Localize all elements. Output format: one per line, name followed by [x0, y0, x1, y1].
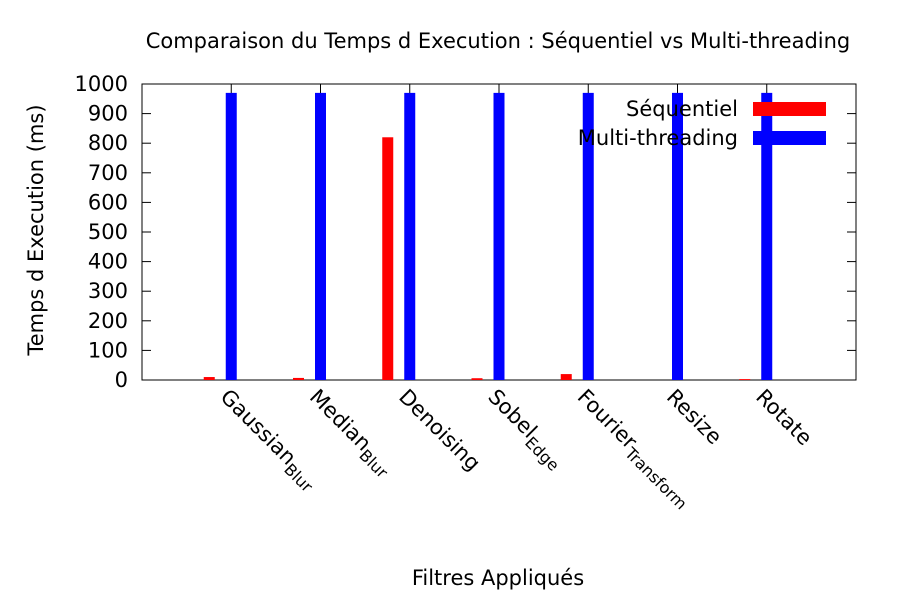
bar-multithreading-gaussianblur — [225, 92, 237, 380]
y-tick-label: 900 — [88, 102, 128, 126]
bar-multithreading-fouriertransform — [582, 92, 594, 380]
legend-label: Multi-threading — [578, 126, 738, 150]
y-tick-label: 800 — [88, 131, 128, 155]
bar-sequentiel-rotate — [739, 379, 751, 380]
bar-sequentiel-fouriertransform — [560, 374, 572, 380]
x-tick-label-main: Resize — [662, 385, 727, 450]
bar-multithreading-resize — [672, 92, 683, 380]
y-tick-label: 400 — [88, 250, 128, 274]
bar-multithreading-rotate — [761, 92, 773, 380]
x-tick-label: SobelEdge — [480, 385, 570, 475]
y-tick-label: 500 — [88, 220, 128, 244]
chart-title: Comparaison du Temps d Execution : Séque… — [146, 29, 851, 53]
x-tick-label-main: Fourier — [573, 385, 642, 454]
bar-sequentiel-sobeledge — [471, 378, 483, 380]
bar-multithreading-denoising — [404, 92, 416, 380]
x-axis-label: Filtres Appliqués — [412, 566, 584, 590]
x-tick-label-main: Median — [305, 385, 376, 456]
y-tick-label: 700 — [88, 161, 128, 185]
y-axis-label: Temps d Execution (ms) — [24, 104, 48, 356]
bar-multithreading-sobeledge — [493, 92, 505, 380]
x-tick-label-main: Denoising — [394, 385, 485, 476]
x-tick-label: Resize — [662, 385, 727, 450]
x-tick-label: MedianBlur — [301, 385, 399, 483]
y-tick-label: 300 — [88, 279, 128, 303]
bar-sequentiel-medianblur — [293, 377, 304, 380]
bar-multithreading-medianblur — [315, 92, 326, 380]
x-tick-label-sub: Transform — [620, 443, 690, 513]
x-tick-label-main: Rotate — [751, 385, 817, 451]
y-tick-label: 1000 — [75, 72, 128, 96]
x-tick-label-main: Gaussian — [216, 385, 301, 470]
y-tick-label: 600 — [88, 190, 128, 214]
x-tick-label-sub: Edge — [521, 433, 563, 475]
plot-area: 0 100 200 300 400 500 600 700 800 900 1000 Gaussian… — [75, 72, 857, 513]
y-tick-label: 200 — [88, 309, 128, 333]
bar-sequentiel-gaussianblur — [203, 377, 215, 380]
y-tick-label: 0 — [115, 368, 128, 392]
legend-swatch — [753, 102, 826, 116]
x-tick-label: Rotate — [751, 385, 817, 451]
x-tick-label: Denoising — [394, 385, 485, 476]
y-tick-label: 100 — [88, 338, 128, 362]
legend-swatch — [753, 131, 826, 145]
legend-label: Séquentiel — [626, 97, 738, 121]
bar-sequentiel-denoising — [382, 137, 394, 380]
legend: Séquentiel Multi-threading — [578, 97, 826, 150]
